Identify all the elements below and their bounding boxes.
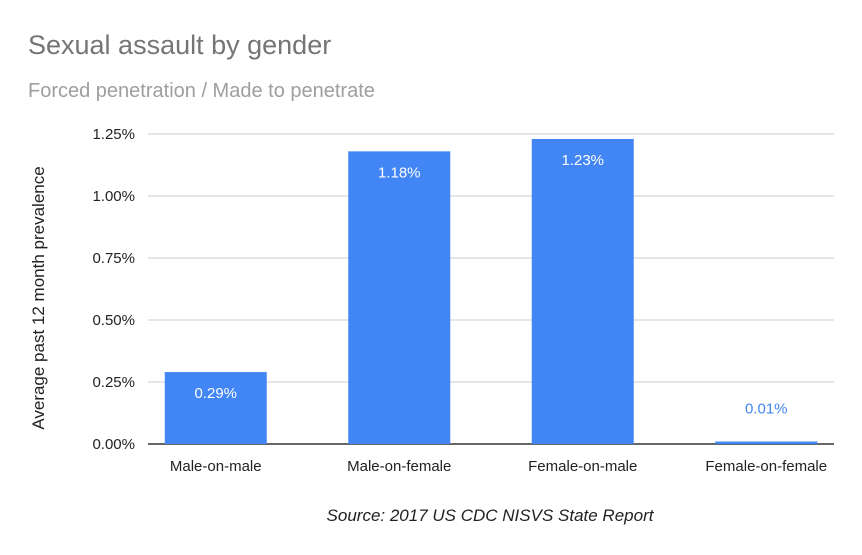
chart-subtitle: Forced penetration / Made to penetrate	[28, 80, 375, 102]
x-tick-label: Female-on-male	[528, 458, 637, 475]
y-tick-label: 1.00%	[92, 188, 135, 205]
y-tick-label: 0.75%	[92, 250, 135, 267]
x-tick-label: Male-on-female	[347, 458, 451, 475]
chart-source: Source: 2017 US CDC NISVS State Report	[326, 506, 654, 525]
x-tick-label: Male-on-male	[170, 458, 262, 475]
y-tick-label: 0.25%	[92, 374, 135, 391]
y-tick-label: 0.50%	[92, 312, 135, 329]
y-axis-label: Average past 12 month prevalence	[29, 166, 48, 429]
bar-male-on-male	[164, 372, 267, 444]
chart-title: Sexual assault by gender	[28, 30, 332, 60]
x-tick-label: Female-on-female	[705, 458, 827, 475]
data-label: 0.29%	[194, 385, 237, 402]
bar-female-on-female	[715, 441, 818, 444]
bar-male-on-female	[348, 151, 451, 445]
y-tick-label: 0.00%	[92, 436, 135, 453]
data-label: 1.18%	[378, 164, 421, 181]
y-tick-label: 1.25%	[92, 126, 135, 143]
bar-female-on-male	[531, 138, 634, 444]
data-label: 1.23%	[561, 152, 604, 169]
data-label: 0.01%	[745, 401, 788, 418]
